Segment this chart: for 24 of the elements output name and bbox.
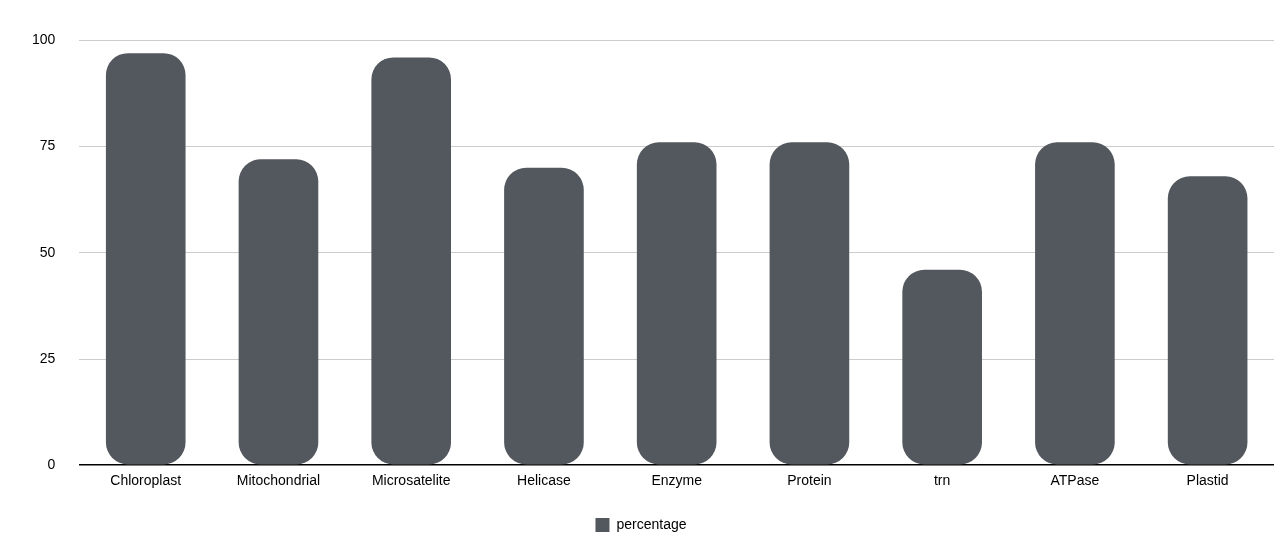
- y-tick-label: 100: [32, 31, 56, 48]
- x-tick-label: Mitochondrial: [236, 472, 321, 489]
- x-tick-label: trn: [933, 472, 951, 489]
- y-tick-label: 0: [47, 456, 56, 473]
- bar: [371, 57, 452, 465]
- x-tick-label: ATPase: [1050, 472, 1100, 489]
- bar: [238, 159, 319, 465]
- legend-label: percentage: [616, 515, 687, 532]
- y-tick-label: 25: [39, 349, 56, 366]
- bar: [769, 142, 850, 465]
- x-tick-label: Chloroplast: [110, 472, 182, 489]
- x-tick-label: Plastid: [1186, 472, 1229, 489]
- x-tick-label: Enzyme: [651, 472, 703, 489]
- x-tick-label: Protein: [787, 472, 832, 489]
- bar: [902, 269, 982, 465]
- y-tick-label: 50: [39, 243, 56, 260]
- bar: [1167, 176, 1248, 465]
- bar: [636, 142, 717, 465]
- x-tick-label: Helicase: [517, 472, 571, 489]
- bar: [105, 53, 186, 465]
- y-tick-label: 75: [39, 137, 56, 154]
- bar: [504, 167, 584, 465]
- bar: [1035, 142, 1115, 465]
- x-tick-label: Microsatelite: [371, 472, 451, 489]
